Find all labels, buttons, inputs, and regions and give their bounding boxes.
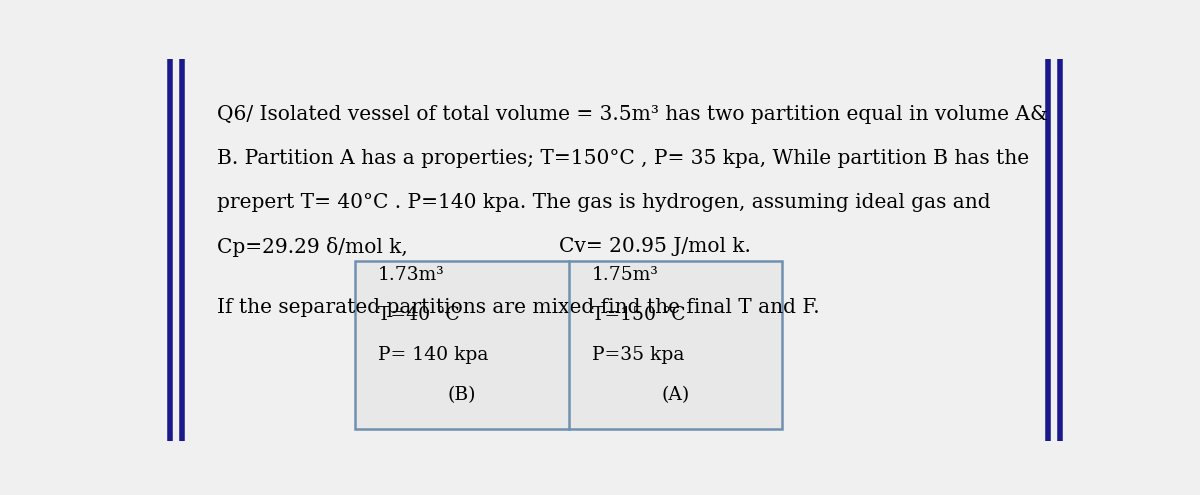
Text: (A): (A) [661, 386, 690, 404]
Text: B. Partition A has a properties; T=150°C , P= 35 kpa, While partition B has the: B. Partition A has a properties; T=150°C… [217, 149, 1030, 168]
Text: Q6/ Isolated vessel of total volume = 3.5m³ has two partition equal in volume A&: Q6/ Isolated vessel of total volume = 3.… [217, 105, 1048, 124]
Text: T=150 °C: T=150 °C [592, 306, 685, 324]
Text: prepert T= 40°C . P=140 kpa. The gas is hydrogen, assuming ideal gas and: prepert T= 40°C . P=140 kpa. The gas is … [217, 193, 990, 212]
FancyBboxPatch shape [355, 261, 782, 429]
Text: 1.75m³: 1.75m³ [592, 266, 659, 284]
Text: P= 140 kpa: P= 140 kpa [378, 346, 488, 364]
Text: 1.73m³: 1.73m³ [378, 266, 445, 284]
Text: Cp=29.29 δ/mol k,: Cp=29.29 δ/mol k, [217, 237, 408, 256]
Text: Cv= 20.95 J/mol k.: Cv= 20.95 J/mol k. [559, 237, 751, 255]
Text: If the separated partitions are mixed find the final T and F.: If the separated partitions are mixed fi… [217, 297, 820, 317]
Text: T=40 °C: T=40 °C [378, 306, 460, 324]
Text: (B): (B) [448, 386, 475, 404]
Text: P=35 kpa: P=35 kpa [592, 346, 684, 364]
